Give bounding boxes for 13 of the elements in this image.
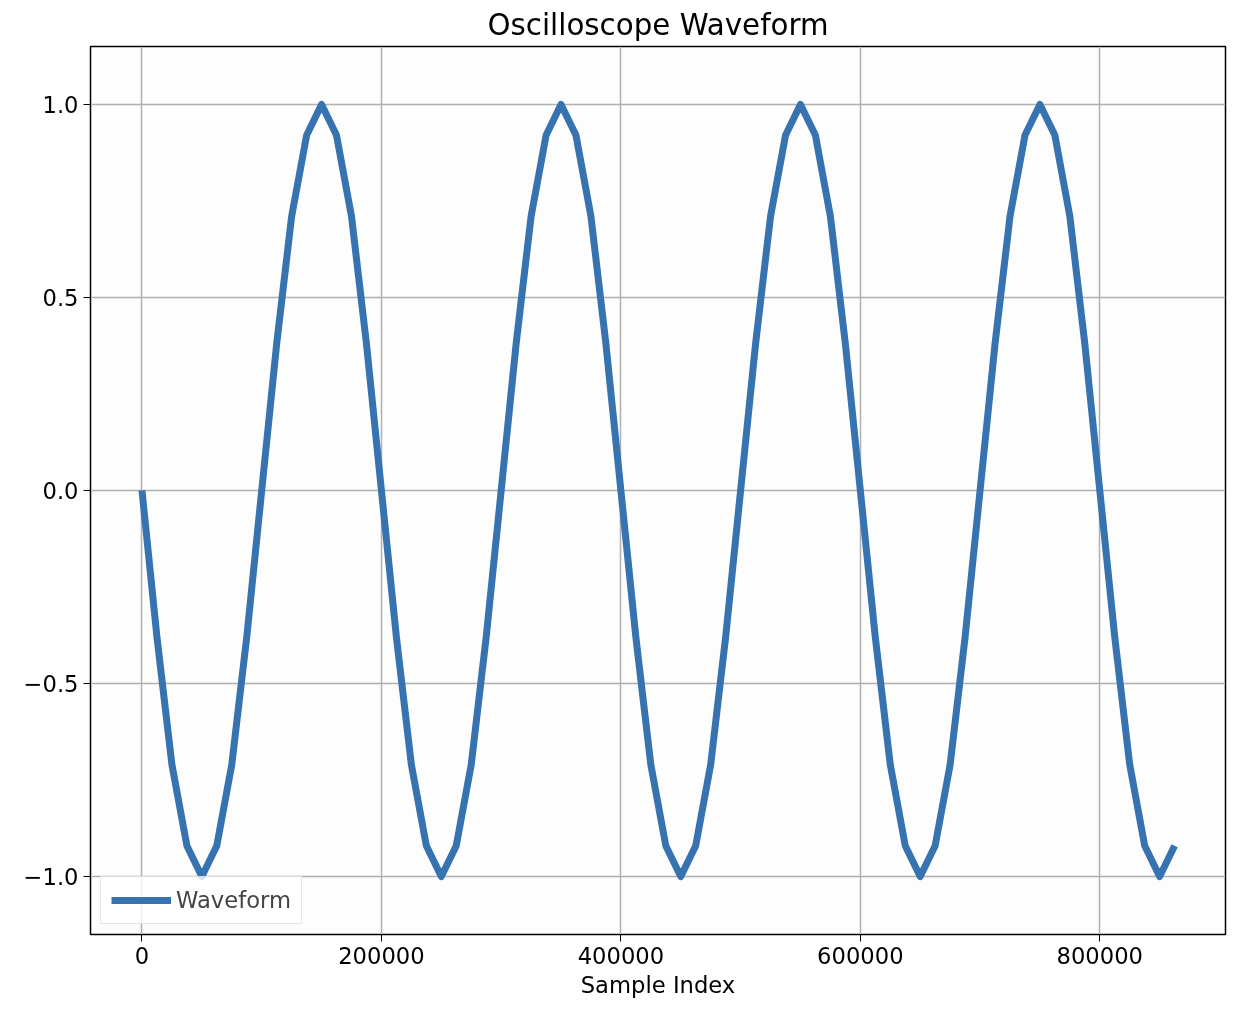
y-tick-label: −0.5 [23, 671, 79, 698]
y-tick-label: 0.5 [42, 284, 79, 311]
x-tick-label: 600000 [817, 942, 904, 969]
x-axis-title: Sample Index [580, 971, 736, 998]
y-tick-label: 0.0 [42, 478, 79, 504]
y-tick-label: 1.0 [42, 91, 79, 118]
chart-title: Oscilloscope Waveform [487, 7, 829, 42]
x-tick-label: 200000 [338, 942, 425, 969]
x-tick-label: 0 [134, 942, 150, 969]
x-tick-label: 400000 [577, 942, 665, 969]
legend-label: Waveform [176, 887, 292, 913]
y-tick-label: −1.0 [23, 864, 79, 891]
x-tick-label: 800000 [1056, 942, 1144, 969]
